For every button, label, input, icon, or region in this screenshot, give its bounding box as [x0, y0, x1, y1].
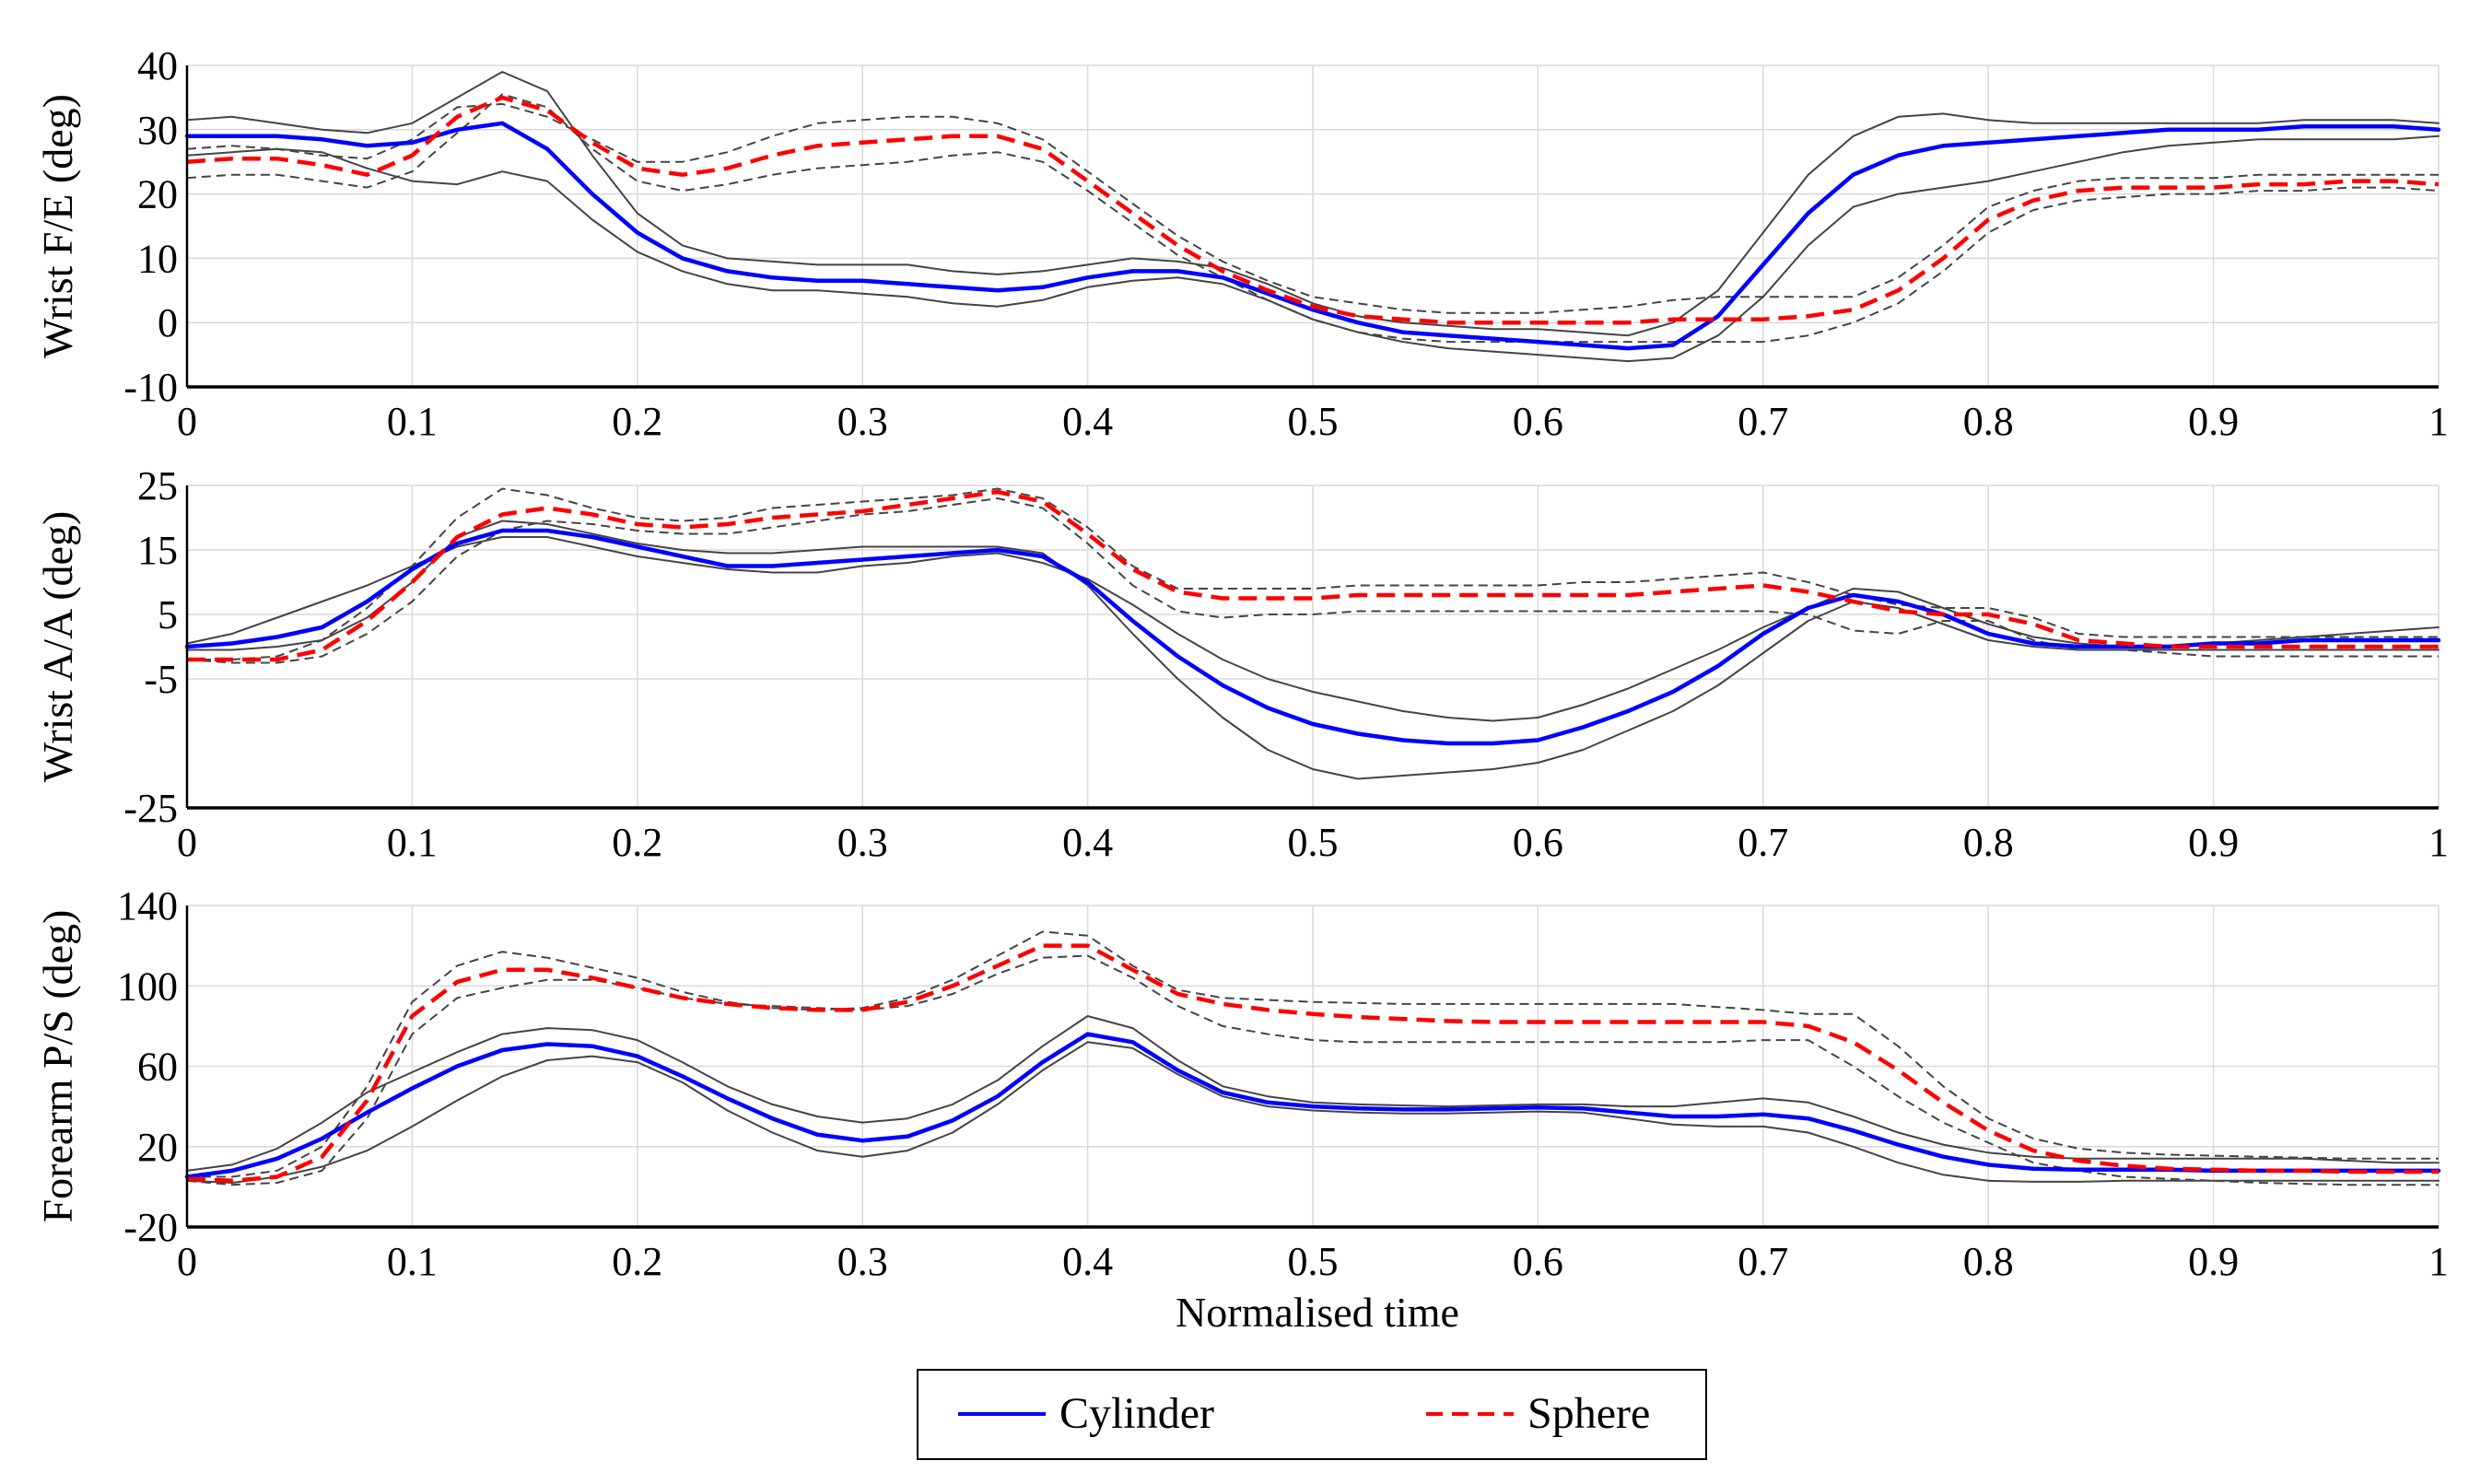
y-tick-label: -25: [123, 786, 178, 831]
series-line-sphere-sd: [186, 954, 2439, 1186]
y-tick-label: -5: [144, 657, 178, 702]
x-tick-label: 1: [2428, 399, 2449, 444]
y-tick-label: -10: [123, 365, 178, 410]
legend-box: [917, 1369, 1707, 1460]
x-tick-label: 0.5: [1288, 820, 1339, 865]
subplot-panels: 0 0.1 0.2 0.3 0.4 0.5 0.6 0.7 0.8 0.9 1-1001020304…: [34, 43, 2449, 1284]
series-line-cylinder: [184, 528, 2441, 746]
y-tick-label: 10: [137, 236, 178, 281]
x-tick-label: 0.3: [837, 399, 888, 444]
x-tick-label: 1: [2428, 820, 2449, 865]
y-tick-label: 140: [117, 883, 178, 929]
y-tick-label: 30: [137, 108, 178, 153]
x-tick-label: 0.9: [2188, 1239, 2239, 1284]
legend-label-cylinder: Cylinder: [1059, 1389, 1214, 1438]
y-tick-label: 0: [158, 300, 178, 345]
series-line-cylinder-sd: [186, 134, 2440, 363]
subplot-1: 0 0.1 0.2 0.3 0.4 0.5 0.6 0.7 0.8 0.9 1-1001020304…: [34, 43, 2449, 444]
y-tick-label: 25: [137, 463, 178, 508]
series-line-sphere: [187, 489, 2439, 662]
subplot-2: 0 0.1 0.2 0.3 0.4 0.5 0.6 0.7 0.8 0.9 1 -25 -5 5 15 25 W…: [34, 463, 2449, 865]
series-line-cylinder-sd: [186, 520, 2440, 780]
x-tick-label: 0.9: [2188, 399, 2239, 444]
series-line-cylinder-sd: [186, 536, 2440, 722]
y-axis-label: Wrist F/E (deg): [34, 94, 81, 358]
y-tick-label: 60: [137, 1045, 178, 1090]
x-tick-label: 0.8: [1963, 1239, 2014, 1284]
x-tick-label: 0.7: [1738, 1239, 1788, 1284]
x-tick-label: 0.8: [1963, 820, 2014, 865]
x-tick-label: 0.2: [612, 820, 662, 865]
y-tick-label: 20: [137, 172, 178, 217]
y-tick-label: 15: [137, 528, 178, 573]
x-tick-label: 0: [177, 399, 197, 444]
x-tick-label: 0.6: [1513, 1239, 1563, 1284]
x-tick-label: 0.1: [387, 820, 438, 865]
series-line-sphere: [186, 943, 2439, 1184]
x-tick-label: 0: [177, 1239, 197, 1284]
legend-label-sphere: Sphere: [1527, 1389, 1650, 1438]
x-tick-label: 0.3: [837, 1239, 888, 1284]
x-tick-label: 0.4: [1062, 399, 1113, 444]
x-axis-label: Normalised time: [1176, 1289, 1459, 1336]
series-line-cylinder-sd: [186, 1041, 2440, 1184]
subplot-3: 0 0.1 0.2 0.3 0.4 0.5 0.6 0.7 0.8 0.9 1 -20 20 60 100 1…: [34, 883, 2449, 1284]
x-tick-label: 0.1: [387, 1239, 438, 1284]
x-tick-label: 0.7: [1738, 399, 1788, 444]
x-tick-label: 0.2: [612, 399, 662, 444]
x-tick-label: 0.6: [1513, 399, 1563, 444]
y-axis-label: Wrist A/A (deg): [34, 511, 81, 783]
series-line-cylinder: [184, 121, 2441, 351]
x-tick-label: 0.6: [1513, 820, 1563, 865]
x-tick-label: 0.2: [612, 1239, 662, 1284]
y-tick-label: -20: [123, 1205, 178, 1250]
x-tick-label: 0.4: [1062, 1239, 1113, 1284]
x-tick-label: 0.8: [1963, 399, 2014, 444]
y-axis-label: Forearm P/S (deg): [34, 910, 81, 1223]
y-tick-label: 20: [137, 1125, 178, 1170]
x-tick-label: 0: [177, 820, 197, 865]
x-tick-label: 0.5: [1288, 1239, 1339, 1284]
series-line-sphere: [186, 95, 2440, 325]
series-line-sphere-sd: [187, 930, 2439, 1178]
x-tick-label: 0.7: [1738, 820, 1788, 865]
series-line-cylinder: [184, 1032, 2441, 1179]
y-tick-label: 100: [117, 964, 178, 1009]
series-line-sphere-sd: [187, 487, 2439, 660]
y-tick-label: 40: [137, 43, 178, 88]
x-tick-label: 0.9: [2188, 820, 2239, 865]
series-line-cylinder-sd: [186, 71, 2440, 337]
legend: Cylinder Sphere: [917, 1369, 1707, 1460]
y-tick-label: 5: [158, 592, 178, 637]
x-tick-label: 0.5: [1288, 399, 1339, 444]
x-tick-label: 1: [2428, 1239, 2449, 1284]
x-tick-label: 0.1: [387, 399, 438, 444]
x-tick-label: 0.3: [837, 820, 888, 865]
x-tick-label: 0.4: [1062, 820, 1113, 865]
series-line-sphere-sd: [186, 102, 2439, 314]
